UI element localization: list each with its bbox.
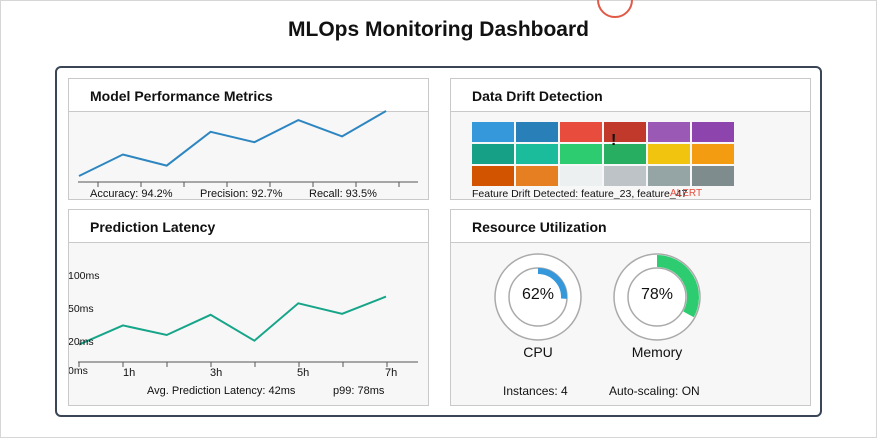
accuracy-metric: Accuracy: 94.2% <box>90 188 173 200</box>
resource-panel-title: Resource Utilization <box>472 219 607 235</box>
latency-y-tick: 0ms <box>68 365 88 377</box>
performance-panel-header: Model Performance Metrics <box>69 79 428 112</box>
cpu-label: CPU <box>523 344 553 360</box>
cpu-value: 62% <box>521 286 555 303</box>
drift-heatmap-cell <box>472 166 514 186</box>
dashboard-container: Model Performance Metrics Accuracy: 94.2… <box>55 66 822 417</box>
drift-heatmap-cell <box>648 122 690 142</box>
latency-line <box>78 295 387 346</box>
cpu-gauge-fill <box>537 268 567 299</box>
resource-gauges <box>494 253 701 341</box>
performance-chart <box>78 110 418 187</box>
precision-metric: Precision: 92.7% <box>200 188 283 200</box>
drift-heatmap-cell <box>516 166 558 186</box>
memory-value: 78% <box>640 286 674 303</box>
drift-panel-header: Data Drift Detection <box>451 79 810 112</box>
latency-panel-title: Prediction Latency <box>90 219 216 235</box>
drift-panel-title: Data Drift Detection <box>472 88 603 104</box>
memory-label: Memory <box>631 344 683 360</box>
latency-x-tick: 7h <box>385 367 398 379</box>
latency-panel-header: Prediction Latency <box>69 210 428 243</box>
page-title: MLOps Monitoring Dashboard <box>288 18 589 41</box>
performance-line <box>78 110 387 177</box>
latency-y-tick: 100ms <box>68 270 100 282</box>
drift-heatmap-cell <box>516 144 558 164</box>
drift-flag-icon: ! <box>611 132 617 149</box>
drift-heatmap-cell <box>560 122 602 142</box>
latency-chart <box>78 295 418 367</box>
drift-heatmap-cell <box>604 166 646 186</box>
latency-x-tick: 5h <box>297 367 310 379</box>
drift-heatmap-cell <box>692 122 734 142</box>
drift-heatmap-cell <box>692 144 734 164</box>
drift-status: Feature Drift Detected: feature_23, feat… <box>472 188 688 200</box>
latency-x-tick: 3h <box>210 367 223 379</box>
cpu-gauge <box>494 253 582 341</box>
resource-panel: Resource Utilization 62% 78% CPU Memory … <box>450 209 811 406</box>
drift-heatmap-cell <box>648 166 690 186</box>
avg-latency: Avg. Prediction Latency: 42ms <box>147 385 296 397</box>
performance-panel: Model Performance Metrics Accuracy: 94.2… <box>68 78 429 200</box>
latency-y-tick: 50ms <box>68 303 94 315</box>
drift-heatmap-cell <box>648 144 690 164</box>
p99-latency: p99: 78ms <box>333 385 385 397</box>
instances-count: Instances: 4 <box>503 384 568 398</box>
drift-heatmap-cell <box>604 144 646 164</box>
drift-heatmap-cell <box>604 122 646 142</box>
latency-y-tick: 20ms <box>68 336 94 348</box>
drift-heatmap-cell <box>516 122 558 142</box>
drift-alert-badge: ALERT <box>670 188 703 199</box>
drift-heatmap-cell <box>560 166 602 186</box>
latency-x-tick: 1h <box>123 367 136 379</box>
drift-heatmap-cell <box>472 144 514 164</box>
drift-heatmap-cell <box>560 144 602 164</box>
resource-panel-header: Resource Utilization <box>451 210 810 243</box>
memory-gauge-fill <box>656 255 699 318</box>
memory-gauge <box>613 253 701 341</box>
drift-panel: Data Drift Detection ! Feature Drift Det… <box>450 78 811 200</box>
performance-panel-title: Model Performance Metrics <box>90 88 273 104</box>
latency-panel: Prediction Latency 100ms 50ms 20ms 0ms 1… <box>68 209 429 406</box>
drift-heatmap-cell <box>472 122 514 142</box>
drift-heatmap-cell <box>692 166 734 186</box>
autoscaling-status: Auto-scaling: ON <box>609 384 700 398</box>
recall-metric: Recall: 93.5% <box>309 188 377 200</box>
